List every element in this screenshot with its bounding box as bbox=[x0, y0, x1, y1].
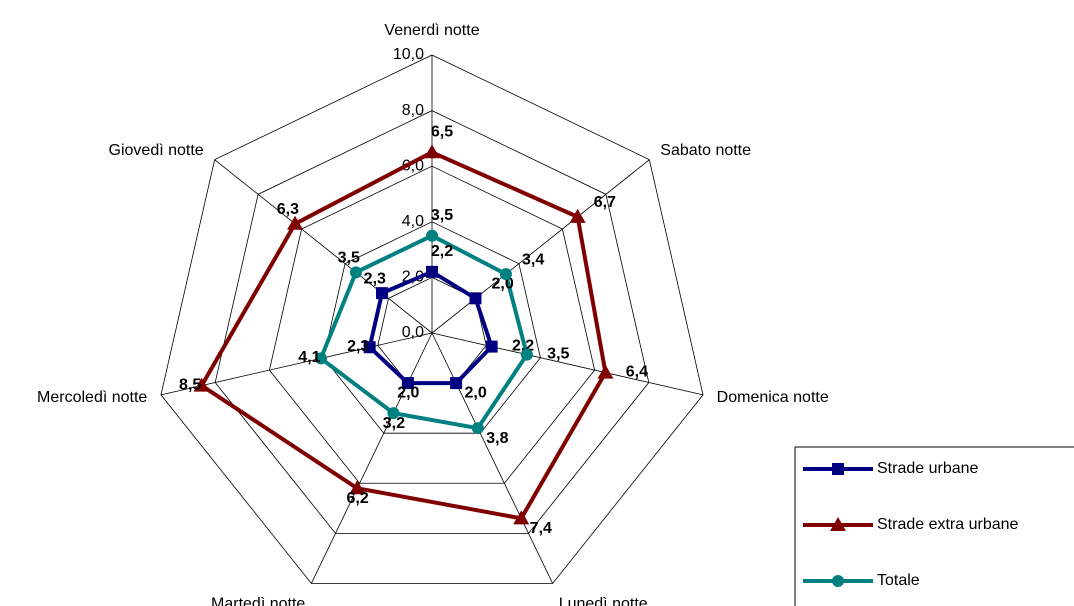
data-point bbox=[287, 215, 304, 230]
data-point bbox=[499, 268, 512, 281]
category-label: Martedì notte bbox=[211, 595, 305, 606]
data-point bbox=[597, 364, 614, 379]
series-line bbox=[367, 269, 494, 386]
value-label: 7,4 bbox=[530, 520, 552, 537]
data-point bbox=[469, 292, 482, 305]
legend-marker bbox=[830, 517, 846, 531]
y-tick-label: 0,0 bbox=[402, 324, 424, 341]
y-tick-label: 10,0 bbox=[393, 46, 424, 63]
legend-label: Strade extra urbane bbox=[877, 516, 1019, 533]
value-label: 3,4 bbox=[522, 251, 544, 268]
value-label: 6,3 bbox=[277, 201, 299, 218]
data-point bbox=[450, 377, 463, 390]
data-point bbox=[520, 348, 533, 361]
series-line bbox=[199, 150, 608, 521]
spoke bbox=[431, 332, 704, 396]
value-label: 3,5 bbox=[547, 345, 569, 362]
category-label: Venerdì notte bbox=[384, 22, 479, 39]
data-point bbox=[349, 266, 362, 279]
value-label: 2,3 bbox=[347, 338, 369, 355]
category-label: Domenica notte bbox=[717, 389, 829, 406]
series-line bbox=[318, 233, 529, 431]
value-label: 6,4 bbox=[626, 363, 648, 380]
data-point bbox=[513, 510, 530, 525]
spoke bbox=[160, 332, 433, 396]
value-label: 2,0 bbox=[465, 385, 487, 402]
legend-label: Strade urbane bbox=[877, 460, 979, 477]
y-tick-label: 8,0 bbox=[402, 102, 424, 119]
data-point bbox=[401, 377, 414, 390]
data-point bbox=[485, 340, 498, 353]
spoke bbox=[214, 159, 433, 334]
value-label: 4,1 bbox=[298, 349, 320, 366]
value-label: 6,2 bbox=[347, 490, 369, 507]
value-label: 3,5 bbox=[431, 207, 453, 224]
category-label: Giovedì notte bbox=[109, 142, 204, 159]
legend-marker bbox=[832, 575, 844, 587]
y-tick-label: 6,0 bbox=[402, 157, 424, 174]
value-label: 2,0 bbox=[397, 385, 419, 402]
grid-line bbox=[323, 221, 541, 434]
data-point bbox=[569, 208, 586, 223]
data-point bbox=[193, 377, 210, 392]
value-label: 2,3 bbox=[364, 270, 386, 287]
grid-line bbox=[268, 165, 596, 484]
data-point bbox=[387, 407, 400, 420]
legend-label: Totale bbox=[877, 572, 920, 589]
data-point bbox=[314, 352, 327, 365]
value-label: 2,2 bbox=[431, 243, 453, 260]
value-label: 8,5 bbox=[179, 376, 201, 393]
value-label: 3,5 bbox=[338, 250, 360, 267]
category-label: Sabato notte bbox=[660, 142, 751, 159]
data-point bbox=[426, 265, 438, 278]
data-point bbox=[363, 341, 376, 354]
spoke bbox=[311, 332, 433, 584]
spoke bbox=[431, 332, 553, 584]
data-point bbox=[471, 422, 484, 435]
value-label: 3,8 bbox=[486, 430, 508, 447]
value-label: 6,7 bbox=[594, 194, 616, 211]
grid-line bbox=[160, 54, 704, 584]
data-point bbox=[424, 144, 440, 159]
value-label: 6,5 bbox=[431, 124, 453, 141]
y-tick-label: 4,0 bbox=[402, 213, 424, 230]
data-point bbox=[349, 480, 366, 495]
spoke bbox=[431, 159, 650, 334]
data-point bbox=[376, 287, 389, 300]
value-label: 3,2 bbox=[383, 415, 405, 432]
legend-marker bbox=[832, 463, 844, 475]
grid-line bbox=[214, 110, 650, 534]
data-point bbox=[426, 229, 438, 242]
category-label: Mercoledì notte bbox=[37, 389, 147, 406]
value-label: 2,0 bbox=[492, 276, 514, 293]
category-label: Lunedì notte bbox=[559, 595, 648, 606]
